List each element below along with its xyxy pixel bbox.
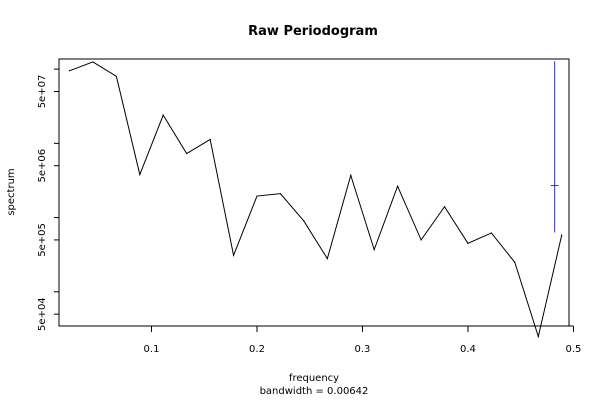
x-tick-label: 0.5 (565, 344, 581, 355)
spectrum-point (561, 234, 563, 236)
spectrum-points (68, 61, 563, 338)
y-axis-label: spectrum (6, 168, 17, 215)
spectrum-point (514, 261, 516, 263)
spectrum-point (115, 75, 117, 77)
spectrum-point (139, 173, 141, 176)
spectrum-point (279, 193, 282, 195)
x-tick-label: 0.3 (355, 344, 371, 355)
spectrum-point (186, 152, 188, 155)
plot-area-frame (58, 58, 570, 327)
spectrum-point (537, 335, 539, 338)
y-tick-label: 5e+04 (37, 297, 48, 331)
spectrum-point (443, 206, 446, 208)
spectrum-point (350, 174, 352, 177)
spectrum-point (420, 239, 422, 241)
x-tick-label: 0.1 (144, 344, 160, 355)
confidence-interval-bar (550, 61, 559, 233)
spectrum-series-line (69, 61, 563, 339)
spectrum-point (396, 185, 399, 187)
spectrum-point (92, 61, 94, 63)
spectrum-point (232, 254, 235, 256)
y-axis: 5e+04 5e+05 5e+06 5e+07 (37, 68, 60, 331)
bandwidth-label: bandwidth = 0.00642 (260, 386, 369, 397)
spectrum-point (303, 220, 305, 222)
x-tick-label: 0.2 (249, 344, 265, 355)
spectrum-point (326, 258, 328, 260)
y-tick-label: 5e+05 (37, 223, 48, 257)
spectrum-point (209, 138, 211, 141)
y-tick-label: 5e+06 (37, 149, 48, 183)
chart-title: Raw Periodogram (248, 24, 378, 39)
spectrum-point (256, 195, 258, 197)
x-axis-label: frequency (289, 373, 339, 384)
spectrum-point (490, 232, 492, 234)
spectrum-point (162, 114, 164, 116)
x-axis: 0.1 0.2 0.3 0.4 0.5 (144, 325, 581, 355)
spectrum-point (373, 249, 375, 251)
spectrum-point (467, 242, 469, 244)
spectrum-point (68, 70, 71, 72)
y-tick-label: 5e+07 (37, 75, 48, 109)
x-tick-label: 0.4 (460, 344, 476, 355)
